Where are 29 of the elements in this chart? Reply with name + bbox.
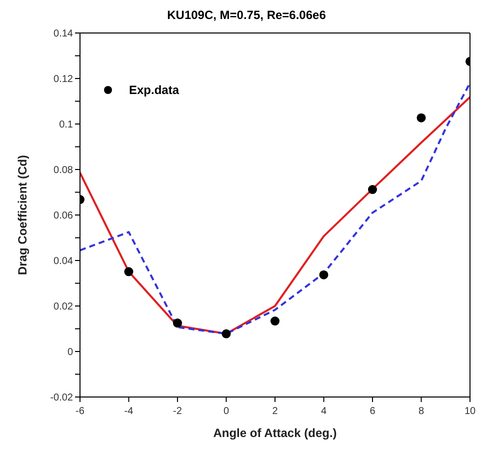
point [172, 318, 182, 328]
point [124, 267, 134, 276]
x-tick-label: -6 [76, 406, 85, 418]
y-tick-label: -0.02 [50, 392, 74, 404]
y-tick-label: 0.12 [54, 74, 74, 86]
x-tick-label: -2 [173, 406, 182, 418]
x-tick-label: 8 [418, 406, 424, 418]
y-tick-label: 0 [67, 347, 74, 358]
point [319, 270, 328, 280]
legend-label: Exp.data [129, 83, 180, 97]
x-axis-title: Angle of Attack (deg.) [213, 426, 337, 440]
x-tick-label: 10 [464, 406, 476, 418]
y-tick-label: 0.04 [54, 256, 74, 268]
y-tick-label: 0.02 [54, 302, 74, 313]
y-tick-label: 0.08 [54, 165, 74, 176]
x-tick-label: 2 [272, 406, 278, 418]
y-axis-title: Drag Coefficient (Cd) [15, 154, 30, 275]
point [270, 316, 280, 326]
x-tick-label: 4 [320, 406, 327, 418]
point [368, 185, 378, 194]
y-tick-label: 0.1 [59, 120, 74, 131]
x-tick-label: 6 [370, 406, 376, 418]
x-tick-label: -4 [124, 406, 134, 418]
y-tick-label: 0.14 [54, 28, 74, 40]
point [222, 329, 231, 338]
x-tick-label: 0 [223, 406, 230, 418]
point [416, 113, 426, 122]
y-tick-label: 0.06 [54, 210, 74, 222]
chart-title: KU109C, M=0.75, Re=6.06e6 [166, 8, 327, 24]
